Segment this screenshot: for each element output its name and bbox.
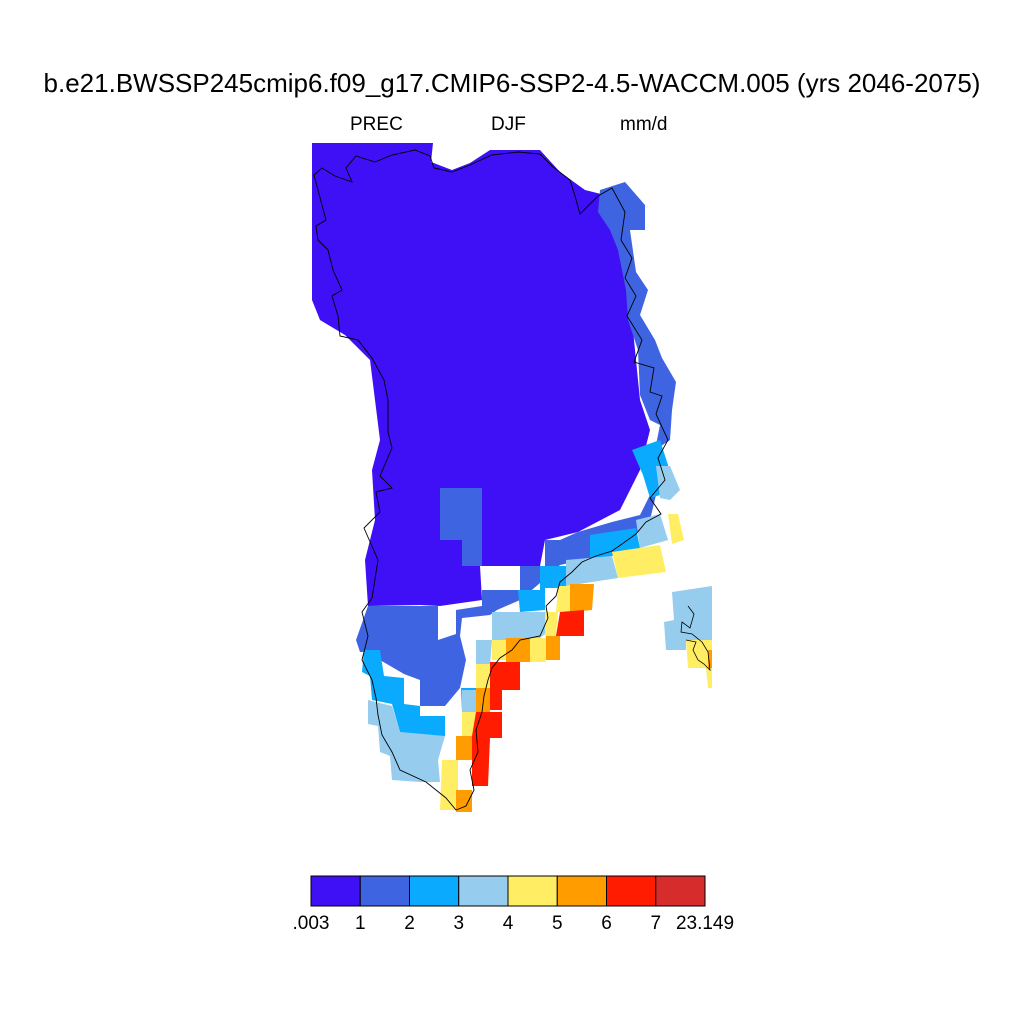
precip-cell [362,650,445,736]
colorbar-tick-label: 1 [355,913,366,934]
precip-cell [368,700,445,782]
precip-cell [312,143,650,606]
colorbar-box [507,875,558,907]
precip-cell [706,668,712,688]
colorbar-tick-label: 23.149 [676,913,734,934]
precip-cell [590,528,640,560]
precip-cell [440,760,458,810]
colorbar-tick-label: 2 [404,913,415,934]
precip-cell [456,736,472,760]
precip-cell [476,640,492,665]
precip-cell [566,556,618,586]
colorbar-labels: .003 1 2 3 4 5 6 7 23.149 [293,913,735,934]
precip-cell [556,586,572,612]
map-title: b.e21.BWSSP245cmip6.f09_g17.CMIP6-SSP2-4… [43,68,981,98]
precip-cell [476,664,490,688]
colorbar-box [310,875,361,907]
precip-cell [636,514,668,548]
island-coastline [680,605,711,672]
precip-cell [612,545,666,578]
colorbar-tick-label: 7 [650,913,661,934]
precip-cells [312,143,712,812]
colorbar-box [409,875,460,907]
colorbar-tick-label: .003 [293,913,330,934]
season-label: DJF [491,114,526,135]
colorbar-box [606,875,657,907]
precip-cell [440,488,482,566]
colorbar-tick-label: 3 [453,913,464,934]
precip-cell [686,640,712,668]
colorbar-box [359,875,410,907]
precip-cell [530,638,546,662]
precip-cell [664,586,712,650]
colorbar-box [556,875,607,907]
precip-cell [546,636,560,660]
precip-cell [556,610,584,636]
precip-cell [476,688,490,712]
precip-cell [472,712,502,786]
precip-cell [462,690,476,712]
colorbar-tick-label: 4 [503,913,514,934]
precip-cell [490,662,520,710]
colorbar-box [458,875,509,907]
colorbar-tick-label: 6 [601,913,612,934]
precip-cell [518,566,566,612]
units-label: mm/d [620,114,668,135]
coastline [313,149,669,811]
colorbar-box [655,875,706,907]
precip-cell [668,514,684,544]
colorbar-boxes [310,875,706,907]
precip-cell [570,584,594,612]
precip-cell [506,638,530,662]
precip-cell [356,182,676,706]
colorbar-tick-label: 5 [552,913,563,934]
precip-cell [462,712,476,736]
precip-cell [656,466,680,500]
precip-cell [456,790,472,812]
variable-label: PREC [350,114,403,135]
